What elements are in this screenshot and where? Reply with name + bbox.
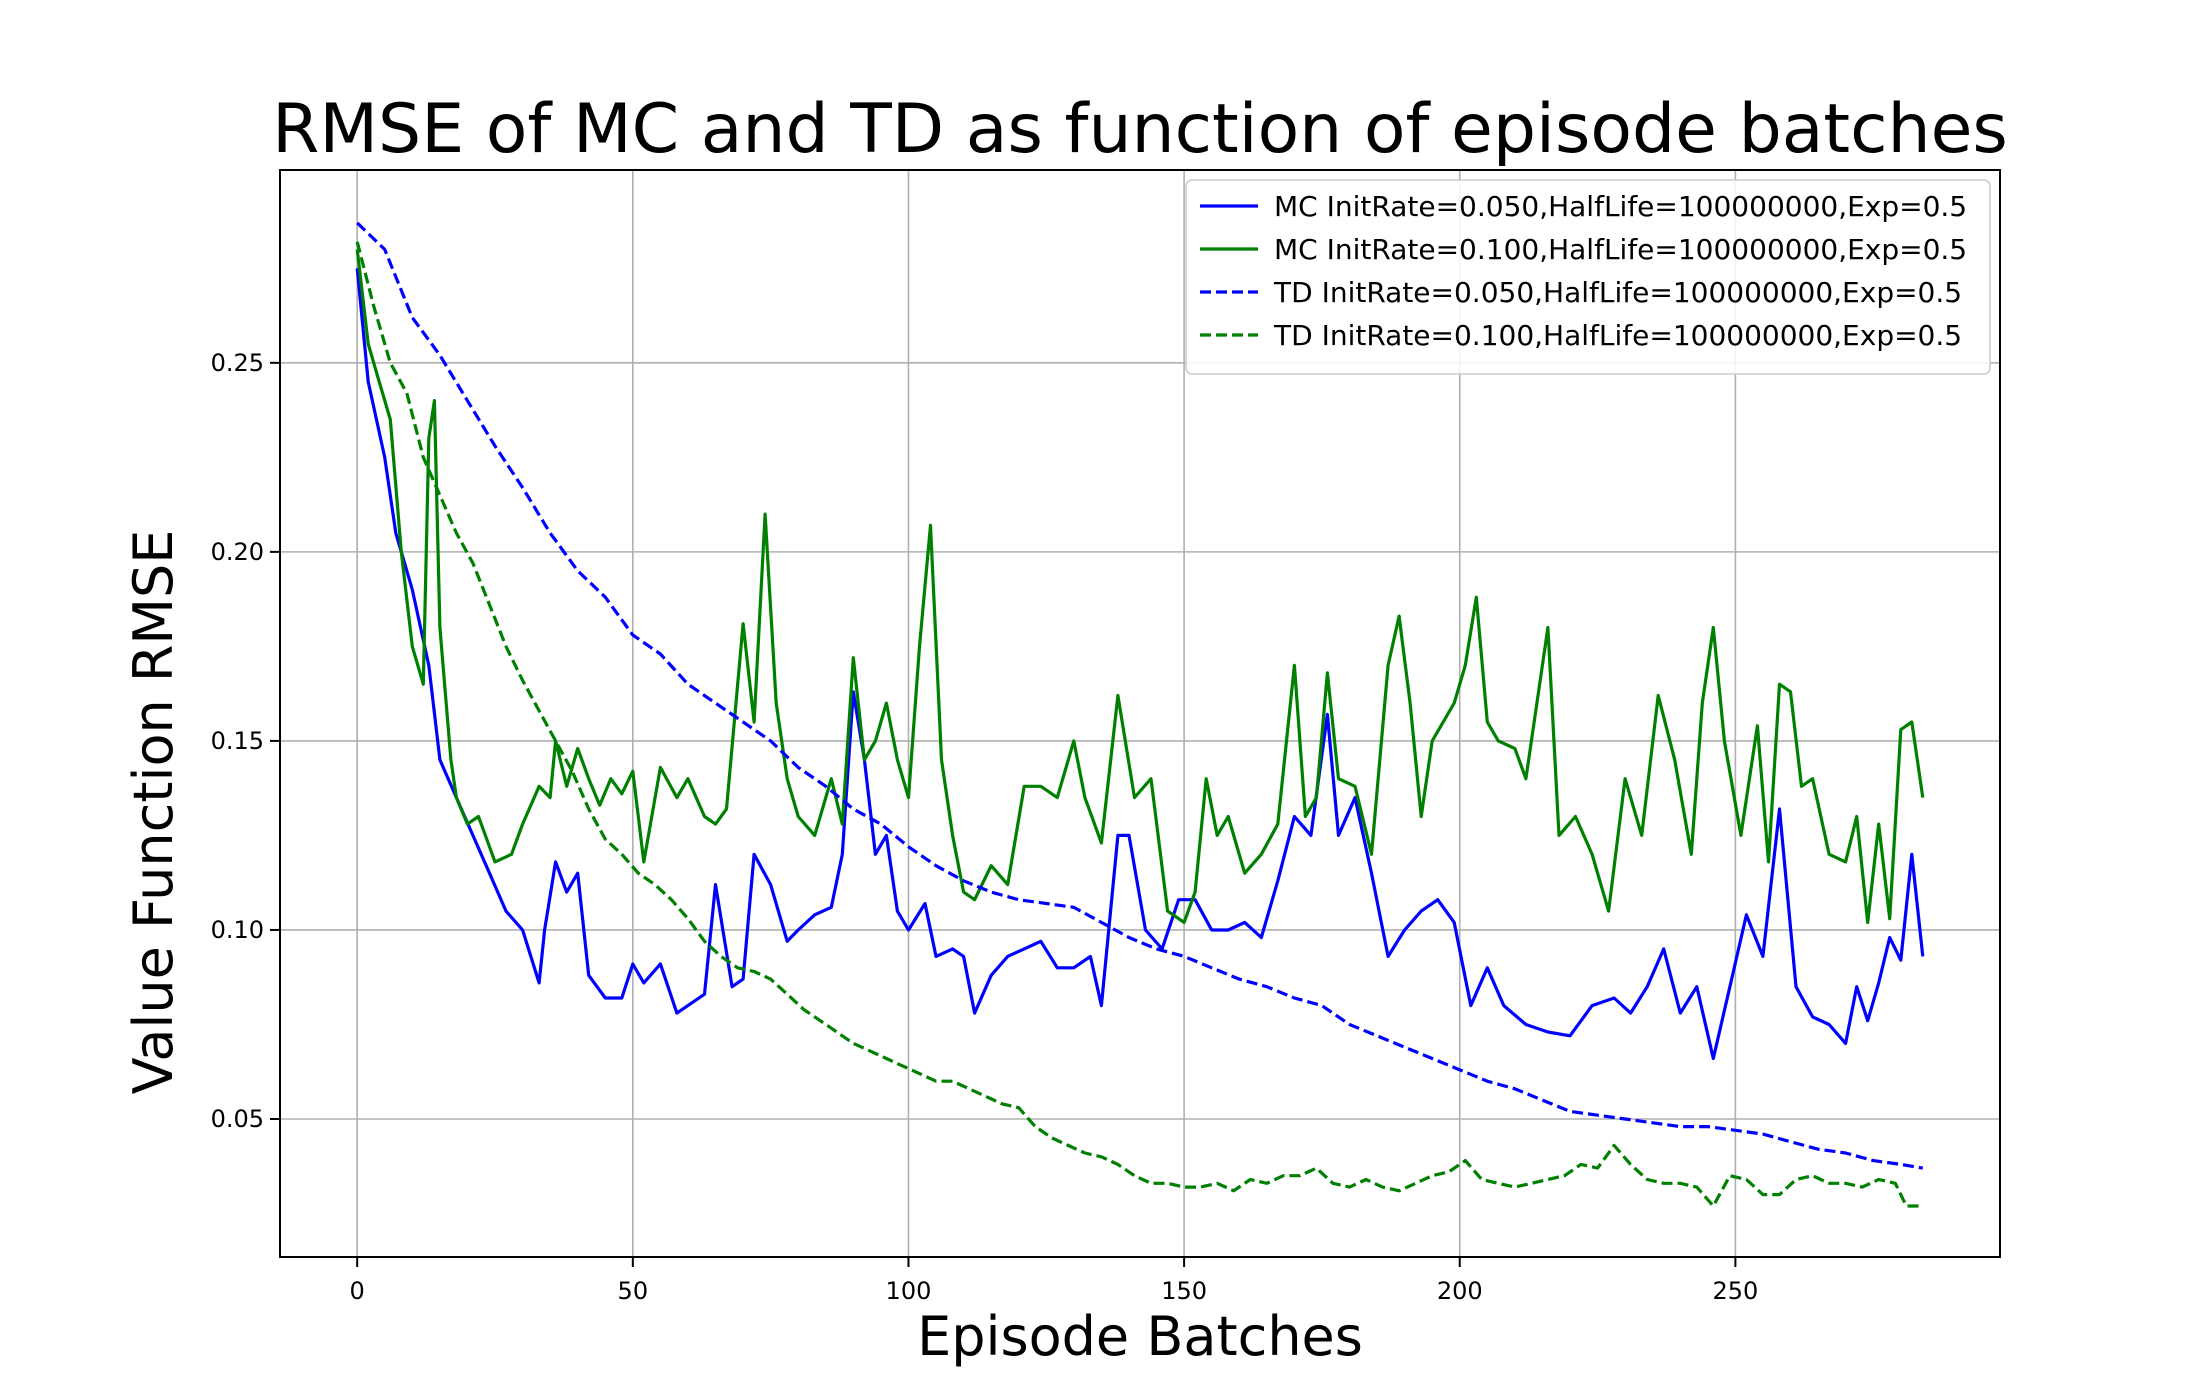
legend-label: TD InitRate=0.050,HalfLife=100000000,Exp… <box>1273 276 1962 309</box>
series-line-2 <box>355 249 1925 925</box>
series-lines <box>355 221 1925 1208</box>
y-tick-label: 0.05 <box>211 1105 264 1133</box>
y-axis-label: Value Function RMSE <box>122 530 185 1095</box>
series-line-1 <box>355 268 1925 1061</box>
x-tick-label: 250 <box>1712 1277 1758 1305</box>
legend-box <box>1185 179 1991 375</box>
y-tick-label: 0.10 <box>211 916 264 944</box>
x-axis-label: Episode Batches <box>917 1305 1363 1368</box>
x-tick-label: 0 <box>350 1277 365 1305</box>
y-tick-label: 0.25 <box>211 349 264 377</box>
legend-label: TD InitRate=0.100,HalfLife=100000000,Exp… <box>1273 319 1962 352</box>
legend: MC InitRate=0.050,HalfLife=100000000,Exp… <box>1185 179 1991 375</box>
y-tick-label: 0.15 <box>211 727 264 755</box>
x-tick-label: 100 <box>886 1277 932 1305</box>
x-tick-label: 200 <box>1437 1277 1483 1305</box>
axis-ticks: 0 50 100 150 200 250 0.05 0.10 0.15 0.20 0.25 <box>211 349 1759 1305</box>
chart-title: RMSE of MC and TD as function of episode… <box>272 90 2008 169</box>
x-tick-label: 50 <box>618 1277 649 1305</box>
series-line-3 <box>356 221 1924 1170</box>
series-line-4 <box>355 241 1923 1208</box>
y-tick-label: 0.20 <box>211 538 264 566</box>
legend-label: MC InitRate=0.100,HalfLife=100000000,Exp… <box>1274 233 1967 266</box>
plot-area-frame <box>279 169 2001 1258</box>
x-tick-label: 150 <box>1161 1277 1207 1305</box>
legend-label: MC InitRate=0.050,HalfLife=100000000,Exp… <box>1274 190 1967 223</box>
